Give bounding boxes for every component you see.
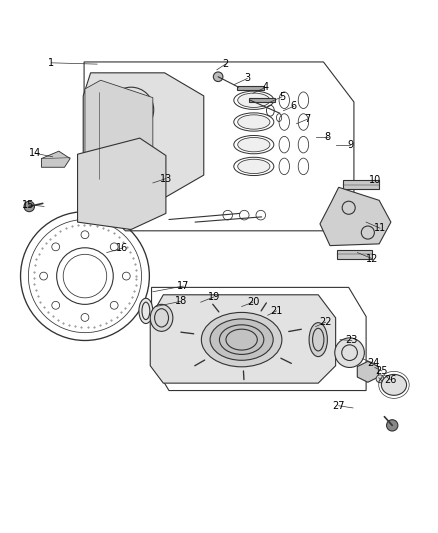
Text: 21: 21 bbox=[270, 306, 283, 316]
Text: 27: 27 bbox=[332, 401, 345, 411]
Text: 3: 3 bbox=[244, 74, 251, 84]
Text: 15: 15 bbox=[22, 200, 35, 209]
Text: 26: 26 bbox=[384, 375, 397, 385]
Bar bbox=[336, 250, 372, 259]
Text: 16: 16 bbox=[116, 243, 128, 253]
Bar bbox=[250, 98, 275, 102]
Text: 18: 18 bbox=[175, 296, 187, 306]
Text: 19: 19 bbox=[208, 292, 220, 302]
Polygon shape bbox=[152, 287, 366, 391]
Text: 13: 13 bbox=[160, 174, 172, 183]
Circle shape bbox=[213, 72, 223, 82]
Text: 17: 17 bbox=[177, 281, 190, 291]
Bar bbox=[343, 180, 379, 189]
Polygon shape bbox=[78, 138, 166, 230]
Polygon shape bbox=[357, 361, 378, 382]
Text: 4: 4 bbox=[263, 82, 269, 92]
Polygon shape bbox=[320, 187, 391, 246]
Circle shape bbox=[24, 201, 35, 212]
Text: 6: 6 bbox=[291, 101, 297, 111]
Text: 14: 14 bbox=[29, 148, 42, 158]
Ellipse shape bbox=[238, 115, 270, 129]
Text: 23: 23 bbox=[346, 335, 358, 345]
Circle shape bbox=[116, 140, 147, 171]
Polygon shape bbox=[84, 62, 354, 231]
Text: 24: 24 bbox=[367, 358, 380, 368]
Text: 25: 25 bbox=[375, 366, 388, 376]
Text: 8: 8 bbox=[325, 132, 331, 142]
Text: 12: 12 bbox=[366, 254, 378, 264]
Text: 5: 5 bbox=[279, 92, 285, 102]
Text: 10: 10 bbox=[369, 175, 381, 185]
Text: 22: 22 bbox=[319, 317, 332, 327]
Text: 1: 1 bbox=[48, 58, 54, 68]
Ellipse shape bbox=[238, 159, 270, 174]
Ellipse shape bbox=[210, 319, 273, 360]
Polygon shape bbox=[42, 151, 70, 167]
Circle shape bbox=[387, 419, 398, 431]
Ellipse shape bbox=[238, 138, 270, 152]
Text: 7: 7 bbox=[304, 115, 310, 124]
Circle shape bbox=[335, 338, 364, 367]
Ellipse shape bbox=[201, 312, 282, 367]
Text: 20: 20 bbox=[247, 297, 259, 307]
Ellipse shape bbox=[238, 93, 270, 108]
Polygon shape bbox=[150, 295, 336, 383]
Text: 9: 9 bbox=[347, 140, 353, 150]
Ellipse shape bbox=[150, 304, 173, 332]
Text: 2: 2 bbox=[223, 59, 229, 69]
Ellipse shape bbox=[381, 375, 406, 395]
Polygon shape bbox=[83, 73, 204, 198]
Ellipse shape bbox=[309, 322, 327, 357]
Polygon shape bbox=[85, 80, 153, 192]
Circle shape bbox=[116, 94, 147, 125]
Text: 11: 11 bbox=[374, 223, 386, 233]
Circle shape bbox=[376, 375, 384, 383]
Bar bbox=[237, 86, 264, 90]
Ellipse shape bbox=[139, 298, 153, 324]
